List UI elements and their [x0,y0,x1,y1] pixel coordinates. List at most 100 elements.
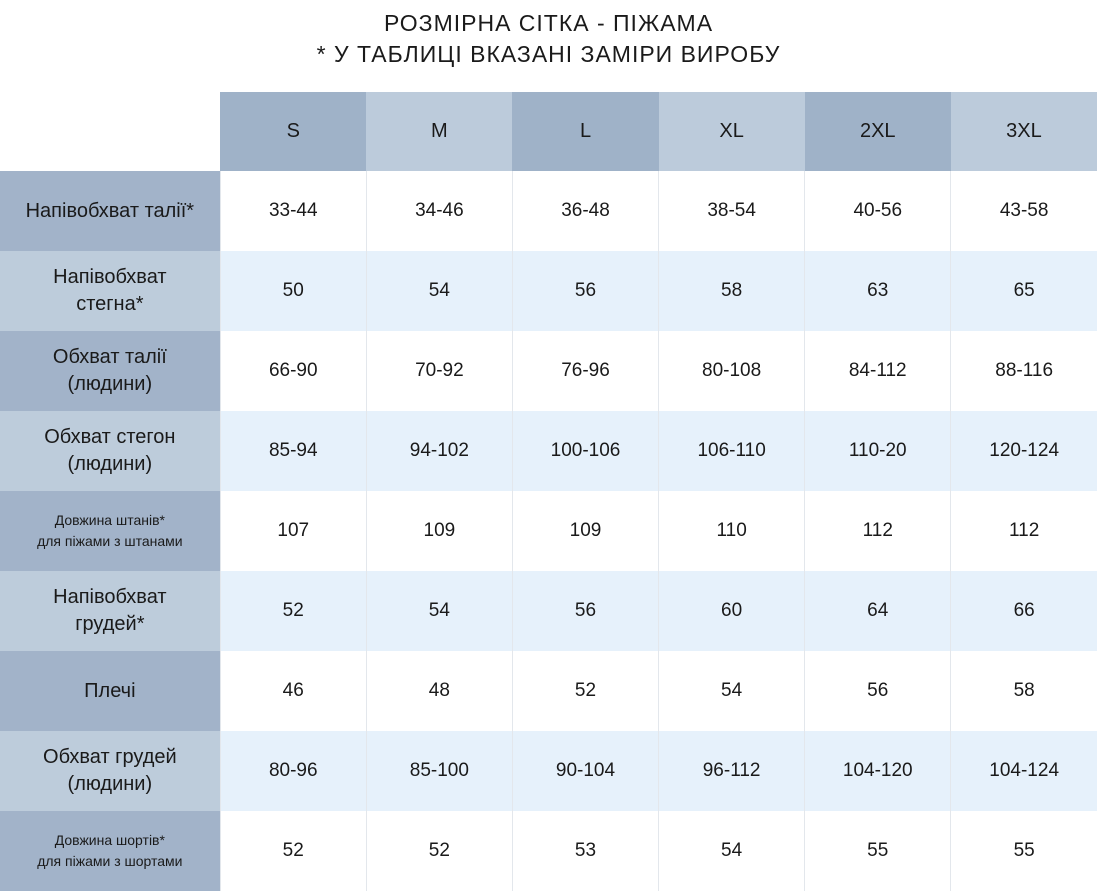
size-chart-table: S M L XL 2XL 3XL Напівобхват талії* 33-4… [0,92,1097,891]
table-cell: 60 [658,571,805,651]
row-label: Обхват талії (людини) [0,331,221,411]
table-row: Плечі 46 48 52 54 56 58 [0,651,1097,731]
table-cell: 33-44 [219,171,367,251]
size-header-l: L [512,92,659,171]
table-cell: 55 [950,811,1097,891]
row-label-line: Напівобхват талії* [25,199,195,222]
table-cell: 50 [219,251,367,331]
table-cell: 56 [804,651,951,731]
row-label: Плечі [0,651,221,731]
corner-cell [0,92,221,171]
table-cell: 88-116 [950,331,1097,411]
page-title: РОЗМІРНА СІТКА - ПІЖАМА * У ТАБЛИЦІ ВКАЗ… [0,8,1097,70]
table-cell: 54 [658,651,805,731]
table-cell: 96-112 [658,731,805,811]
title-line-2: * У ТАБЛИЦІ ВКАЗАНІ ЗАМІРИ ВИРОБУ [316,41,781,67]
row-label-line: грудей* [75,613,145,635]
row-label: Обхват стегон (людини) [0,411,221,491]
size-header-s: S [220,92,367,171]
row-label: Напівобхват стегна* [0,251,221,331]
table-cell: 66 [950,571,1097,651]
row-label: Напівобхват талії* [0,171,221,251]
row-label-line: для піжами з штанами [37,533,183,549]
row-label-line: Обхват грудей [43,746,177,768]
table-row: Напівобхват стегна* 50 54 56 58 63 65 [0,251,1097,331]
row-label-line: Обхват талії [52,346,167,368]
table-cell: 80-96 [219,731,367,811]
table-cell: 38-54 [658,171,805,251]
size-header-xl: XL [658,92,805,171]
table-cell: 64 [804,571,951,651]
table-row: Обхват стегон (людини) 85-94 94-102 100-1… [0,411,1097,491]
table-cell: 54 [365,571,513,651]
table-cell: 43-58 [950,171,1097,251]
table-cell: 54 [365,251,513,331]
table-cell: 52 [219,811,367,891]
table-cell: 70-92 [365,331,513,411]
size-header-row: S M L XL 2XL 3XL [0,92,1097,171]
table-cell: 85-100 [365,731,513,811]
table-cell: 65 [950,251,1097,331]
table-cell: 53 [511,811,659,891]
table-cell: 110 [658,491,805,571]
row-label-line: (людини) [67,453,153,475]
table-cell: 56 [511,571,659,651]
table-cell: 107 [219,491,367,571]
row-label-line: Напівобхват [53,586,167,608]
table-cell: 112 [804,491,951,571]
table-cell: 52 [219,571,367,651]
row-label-line: Довжина шортів* [54,832,165,848]
title-line-1: РОЗМІРНА СІТКА - ПІЖАМА [383,10,714,36]
row-label: Напівобхват грудей* [0,571,221,651]
row-label-line: для піжами з шортами [37,853,183,869]
table-cell: 66-90 [219,331,367,411]
row-label-line: стегна* [76,293,144,315]
table-cell: 46 [219,651,367,731]
table-row: Обхват грудей (людини) 80-96 85-100 90-10… [0,731,1097,811]
size-header-3xl: 3XL [950,92,1097,171]
table-cell: 54 [658,811,805,891]
table-cell: 48 [365,651,513,731]
table-cell: 109 [511,491,659,571]
row-label-line: Плечі [84,679,136,702]
row-label-line: (людини) [67,373,153,395]
row-label-line: Напівобхват [53,266,167,288]
size-header-m: M [366,92,513,171]
table-cell: 63 [804,251,951,331]
table-row: Обхват талії (людини) 66-90 70-92 76-96 8… [0,331,1097,411]
row-label-line: Довжина штанів* [54,512,165,528]
table-cell: 104-120 [804,731,951,811]
table-cell: 106-110 [658,411,805,491]
table-cell: 52 [511,651,659,731]
row-label-line: (людини) [67,773,153,795]
row-label-line: Обхват стегон [44,426,176,448]
table-cell: 94-102 [365,411,513,491]
table-cell: 112 [950,491,1097,571]
row-label: Довжина шортів* для піжами з шортами [0,811,221,891]
table-cell: 52 [365,811,513,891]
table-cell: 56 [511,251,659,331]
table-cell: 110-20 [804,411,951,491]
table-row: Напівобхват талії* 33-44 34-46 36-48 38-… [0,171,1097,251]
row-label: Обхват грудей (людини) [0,731,221,811]
table-cell: 120-124 [950,411,1097,491]
table-cell: 85-94 [219,411,367,491]
table-cell: 104-124 [950,731,1097,811]
table-cell: 36-48 [511,171,659,251]
table-cell: 109 [365,491,513,571]
table-cell: 58 [658,251,805,331]
table-cell: 40-56 [804,171,951,251]
row-label: Довжина штанів* для піжами з штанами [0,491,221,571]
table-cell: 76-96 [511,331,659,411]
table-row: Довжина шортів* для піжами з шортами 52 5… [0,811,1097,891]
table-cell: 55 [804,811,951,891]
table-row: Напівобхват грудей* 52 54 56 60 64 66 [0,571,1097,651]
table-cell: 90-104 [511,731,659,811]
table-row: Довжина штанів* для піжами з штанами 107 … [0,491,1097,571]
table-cell: 80-108 [658,331,805,411]
table-cell: 34-46 [365,171,513,251]
table-cell: 84-112 [804,331,951,411]
table-cell: 58 [950,651,1097,731]
size-header-2xl: 2XL [804,92,951,171]
table-cell: 100-106 [511,411,659,491]
